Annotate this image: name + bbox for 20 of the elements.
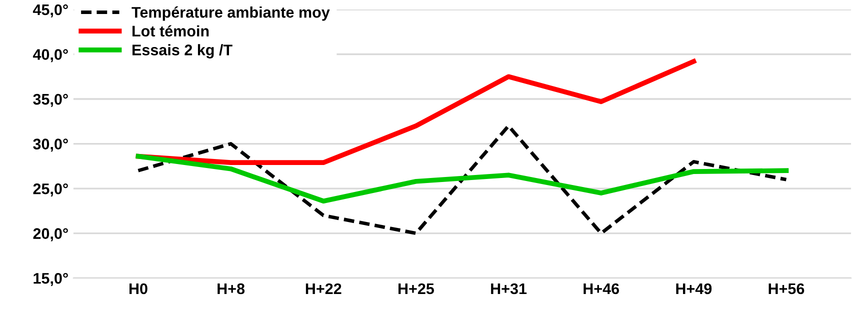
y-tick-label: 30,0°	[33, 138, 68, 152]
y-tick-label: 45,0°	[32, 4, 68, 18]
y-tick-label: 25,0°	[33, 183, 68, 196]
y-tick-label: 35,0°	[33, 94, 68, 107]
y-tick-label: 20,0°	[33, 228, 68, 242]
x-tick-label: H+49	[676, 283, 712, 294]
x-tick-label: H+31	[491, 283, 527, 294]
line-series	[136, 154, 789, 204]
x-tick-label: H+25	[398, 283, 434, 294]
legend-label: Essais 2 kg /T	[132, 44, 232, 58]
x-tick-label: H+56	[768, 283, 804, 294]
x-tick-label: H+22	[306, 283, 342, 294]
x-tick-label: H+46	[584, 283, 620, 294]
line-series	[136, 124, 788, 236]
y-tick-label: 40,0°	[32, 49, 68, 62]
y-tick-label: 15,0°	[34, 272, 68, 286]
x-tick-label: H+8	[218, 283, 245, 294]
legend-label: Température ambiante moy	[132, 6, 330, 21]
x-tick-label: H0	[129, 283, 148, 294]
legend-label: Lot témoin	[132, 25, 209, 37]
